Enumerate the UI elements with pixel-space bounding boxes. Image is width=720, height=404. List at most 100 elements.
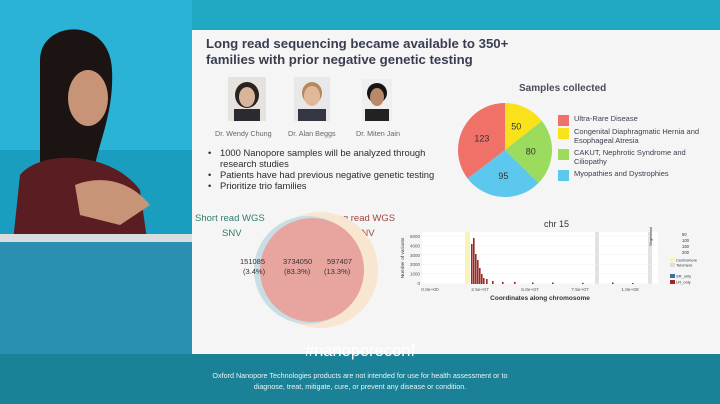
y-tick-label: 4000 <box>410 243 421 248</box>
variant-bar <box>514 282 516 284</box>
hashtag: #nanoporeconf <box>304 342 416 360</box>
legend-title: Segmental duplication <box>648 226 653 246</box>
presentation-slide: Long read sequencing became available to… <box>192 30 720 354</box>
pie-slice-label: 80 <box>526 146 536 156</box>
legend-swatch <box>670 274 675 278</box>
variant-bar <box>473 238 475 284</box>
variant-bar <box>582 282 584 284</box>
legend-value: 50 <box>682 232 687 237</box>
conference-footer: #nanoporeconf Oxford Nanopore Technologi… <box>0 342 720 404</box>
legend-value: 150 <box>682 244 690 249</box>
variant-bar <box>477 260 479 284</box>
segdup-band <box>648 232 652 284</box>
video-frame: Long read sequencing became available to… <box>0 0 720 354</box>
variant-bar <box>475 254 477 284</box>
variant-bar <box>612 282 614 284</box>
list-item: • Patients have had previous negative gen… <box>208 169 435 180</box>
legend-value: 200 <box>682 250 690 255</box>
chrom-chart-title: chr 15 <box>544 219 570 229</box>
legend-label: Centromere <box>676 258 698 263</box>
bullet-list: • 1000 Nanopore samples will be analyzed … <box>208 147 488 191</box>
venn-left-title: Short read WGS <box>195 213 265 224</box>
legend-label: LR_only <box>676 280 691 285</box>
legend-swatch <box>558 128 569 139</box>
legend-swatch <box>558 115 569 126</box>
venn-right-title: Long read WGS <box>327 213 396 224</box>
venn-left-value: 151085 <box>240 257 266 266</box>
bullet-icon: • <box>208 169 212 180</box>
legend-label: CAKUT, Nephrotic Syndrome and Ciliopathy <box>574 148 686 166</box>
person-name-3: Dr. Miten Jain <box>356 129 400 138</box>
variant-bar <box>486 279 488 284</box>
venn-left-sub: SNV <box>222 228 242 239</box>
pie-slice-label: 95 <box>498 171 508 181</box>
variant-bar <box>471 244 473 284</box>
y-tick-label: 5000 <box>410 234 421 239</box>
y-axis-title: Number of variants <box>400 237 406 278</box>
venn-overlap <box>260 218 364 322</box>
person-photo-icon <box>298 82 326 121</box>
pie-slice <box>458 103 505 179</box>
legend-swatch <box>670 258 675 262</box>
x-tick-label: 5.0e+07 <box>521 287 539 293</box>
variant-bar <box>479 268 481 284</box>
x-tick-label: 2.5e+07 <box>471 287 489 293</box>
chrom-variant-chart: 5000 4000 3000 2000 1000 00.0e+00 2.5e+07 5.0e+… <box>400 226 698 302</box>
centromere-band <box>465 232 470 284</box>
venn-left-pct: (3.4%) <box>243 267 266 276</box>
bullet-icon: • <box>208 180 212 191</box>
venn-right-value: 597407 <box>327 257 353 266</box>
bullet-icon: • <box>208 147 212 158</box>
legend-label: SR_only <box>676 274 691 279</box>
x-tick-label: 7.5e+07 <box>571 287 589 293</box>
pie-slice <box>505 103 542 150</box>
speaker-video <box>0 0 192 354</box>
y-tick-label: 1000 <box>410 272 421 277</box>
variant-bar <box>492 281 494 284</box>
variant-bar <box>481 274 483 284</box>
person-photo-icon <box>234 82 260 121</box>
legend-label: Myopathies and Dystrophies <box>574 169 669 178</box>
legend-value: 100 <box>682 238 690 243</box>
venn-both-value: 3734050 <box>283 257 313 266</box>
x-tick-label: 1.0e+08 <box>621 287 639 293</box>
y-tick-label: 2000 <box>410 262 421 267</box>
person-name-1: Dr. Wendy Chung <box>215 129 272 138</box>
pie-slice-label: 50 <box>511 122 521 132</box>
plot-area <box>422 232 658 284</box>
list-item: • Prioritize trio families <box>208 180 307 191</box>
venn-diagram <box>254 212 378 328</box>
disclaimer-line-1: Oxford Nanopore Technologies products ar… <box>212 371 508 380</box>
pie-slice <box>467 150 539 197</box>
list-item: • 1000 Nanopore samples will be analyzed … <box>208 147 426 169</box>
person-name-2: Dr. Alan Beggs <box>288 129 336 138</box>
headshot-alan-beggs <box>294 77 330 121</box>
speaker-silhouette <box>0 0 192 354</box>
variant-bar <box>532 282 534 284</box>
variant-bar <box>502 282 504 284</box>
segdup-band <box>595 232 599 284</box>
slide-title: Long read sequencing became available to… <box>206 36 509 67</box>
venn-right-pct: (13.3%) <box>324 267 351 276</box>
legend-label: Ultra-Rare Disease <box>574 114 638 123</box>
person-photo-icon <box>365 83 389 121</box>
y-tick-label: 3000 <box>410 253 421 258</box>
legend-swatch <box>558 149 569 160</box>
headshot-wendy-chung <box>228 77 266 121</box>
legend-swatch <box>670 263 675 267</box>
pie-chart: 50 80 95 123 <box>458 103 552 197</box>
legend-swatch <box>670 280 675 284</box>
pie-slice <box>505 120 552 183</box>
legend-label: Congenital Diaphragmatic Hernia and Esop… <box>574 127 700 145</box>
variant-bar <box>552 282 554 284</box>
disclaimer-line-2: diagnose, treat, mitigate, cure, or prev… <box>253 382 467 391</box>
x-tick-label: 0.0e+00 <box>421 287 439 293</box>
pie-title: Samples collected <box>519 83 607 94</box>
venn-both-pct: (83.3%) <box>284 267 311 276</box>
legend-label: Telomere <box>676 263 693 268</box>
legend-swatch <box>558 170 569 181</box>
headshot-miten-jain <box>362 79 392 121</box>
pie-slice-label: 123 <box>474 134 489 144</box>
variant-bar <box>632 283 634 284</box>
variant-bar <box>483 278 485 284</box>
